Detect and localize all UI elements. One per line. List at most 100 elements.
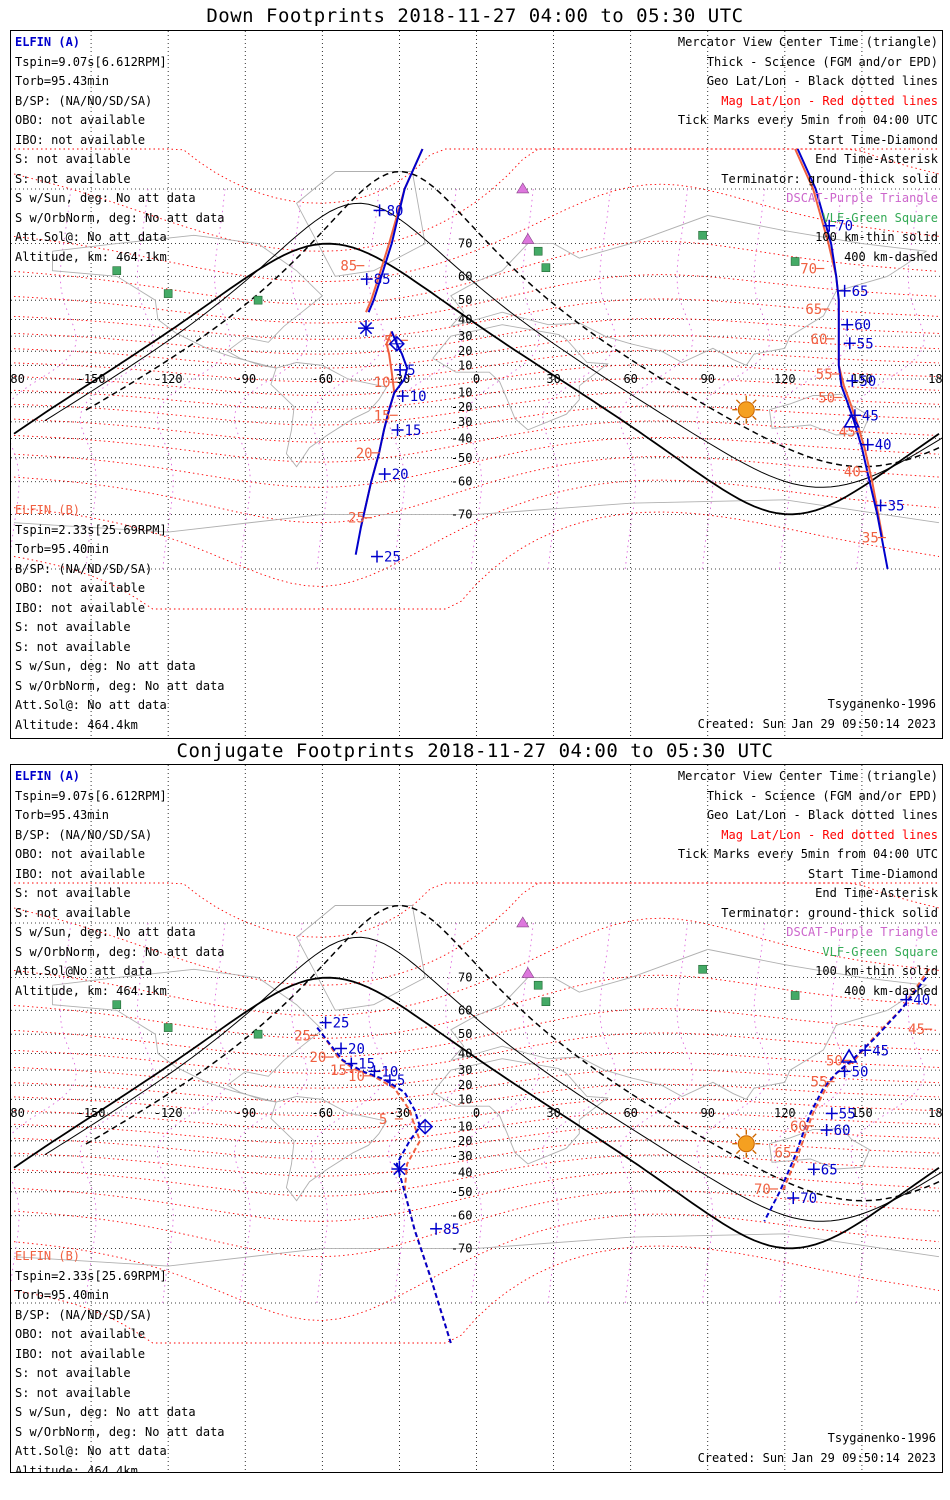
sun-icon [737,1135,755,1153]
lon-tick-label: 30 [546,1106,560,1120]
elfin-b-line: S w/Sun, deg: No att data [15,1405,196,1419]
track-time-label: 40 [875,438,892,454]
lon-tick-label: -150 [77,372,106,386]
mag-lat-line [13,349,940,383]
track-time-label: 15 [405,423,422,439]
panel-title-down: Down Footprints 2018-11-27 04:00 to 05:3… [206,5,744,27]
mag-lon-line [619,922,694,1304]
legend-entry: 400 km-dashed [844,249,938,264]
continent-outline [52,234,323,369]
elfin-b-info: ELFIN (B) Tspin=2.33s[25.69RPM] Torb=95.… [15,1247,225,1472]
lon-tick-label: 180 [11,372,25,386]
mag-time-label: 55 [816,367,833,383]
elfin-a-line: S w/OrbNorm, deg: No att data [15,210,225,225]
sun-ray [752,1149,757,1155]
elfin-a-line: Torb=95.43min [15,808,109,822]
mag-lon-line [850,922,925,1304]
track-time-label: 65 [821,1162,838,1178]
mag-time-label: 70 [800,262,817,278]
dscat-triangle [516,916,530,928]
continent-outline [270,1096,388,1202]
vlf-square [533,246,543,256]
lat-tick-label: 60 [458,1003,472,1017]
lon-tick-label: -90 [234,1106,256,1120]
terminator-ground [13,976,940,1250]
vlf-square [163,289,173,298]
lat-tick-label: -20 [451,1134,473,1148]
legend-entry: Tick Marks every 5min from 04:00 UTC [677,847,938,861]
lon-tick-label: 60 [623,1106,637,1120]
elfin-a-line: Tspin=9.07s[6.612RPM] [15,788,167,803]
track-geo-c [796,148,889,570]
track-time-label: 20 [348,1041,365,1057]
track-time-label: 70 [800,1191,817,1207]
elfin-b-line: S w/OrbNorm, deg: No att data [15,678,225,693]
mag-lat-line [13,377,940,411]
track-time-label: 45 [862,408,879,424]
lat-tick-label: 50 [458,1027,472,1041]
vlf-square [533,980,543,990]
legend-entry: Mag Lat/Lon - Red dotted lines [721,93,938,108]
mag-lat-line [13,1051,940,1089]
vlf-square [698,230,707,240]
mag-lat-line [13,1083,940,1117]
mag-time-label: 35 [862,531,879,547]
legend-entry: VLF-Green Square [822,210,938,225]
lon-tick-label: -120 [154,1106,183,1120]
lat-tick-label: -10 [451,1120,473,1134]
sun-icon [737,401,755,419]
vlf-square [253,1029,263,1039]
terminator-400km [85,904,942,1202]
track-time-label: 85 [374,272,391,288]
vlf-square [541,263,551,273]
lon-tick-label: 120 [774,1106,796,1120]
model-label: Tsyganenko-1996 [827,1431,936,1445]
lat-tick-label: 10 [458,358,472,372]
mag-time-label: 60 [811,332,828,348]
track-geo-b [354,331,409,555]
sun-ray [752,415,757,421]
legend-entry: End Time-Asterisk [815,886,938,900]
lat-tick-label: 20 [458,1078,472,1092]
elfin-b-line: Torb=95.40min [15,542,109,556]
model-label: Tsyganenko-1996 [827,697,936,711]
legend-entry: 100 km-thin solid [815,964,938,978]
elfin-a-name: ELFIN (A) [15,35,81,49]
track-time-label: 50 [859,374,876,390]
sun-ray [752,399,757,404]
legend-entry: Tick Marks every 5min from 04:00 UTC [677,113,938,127]
mag-time-label: 40 [844,464,861,480]
continent-outline [768,393,871,436]
elfin-a-line: S w/Sun, deg: No att data [15,925,196,939]
mag-time-label: 65 [805,302,822,318]
elfin-b-line: IBO: not available [15,1346,146,1361]
continent-outline [432,1058,609,1165]
elfin-a-line: S w/Sun, deg: No att data [15,191,196,205]
center-time-triangle [840,1048,858,1063]
vlf-square [163,1023,173,1032]
vlf-square [790,991,800,1000]
mag-time-label: 15 [374,408,391,424]
lat-tick-label: 20 [458,344,472,358]
legend-entry: 100 km-thin solid [815,230,938,244]
mag-lon-line [79,922,154,1304]
continent-outline [768,1127,871,1170]
end-asterisk [359,321,373,335]
mag-lon-line [156,188,231,570]
lon-tick-label: 180 [11,1106,25,1120]
mag-lat-line [13,1190,940,1258]
mag-lon-line [233,922,308,1304]
track-mag-b [359,331,396,528]
mag-time-label: 20 [356,446,373,462]
continent-outline [13,499,940,533]
track-time-label: 70 [836,219,853,235]
mag-time-label: 5 [384,333,392,349]
elfin-a-name: ELFIN (A) [15,769,81,783]
elfin-a-info: ELFIN (A) Tspin=9.07s[6.612RPM] Torb=95.… [15,767,225,1001]
lat-tick-label: -50 [451,451,473,465]
mag-lat-line [13,1032,940,1074]
legend-entry: DSCAT-Purple Triangle [786,925,938,939]
lon-tick-label: 90 [701,372,715,386]
down-map-canvas: 180 -150 -120 -90 -60 -30 0 30 60 90 120 150 180 70 60… [11,31,942,738]
mag-lat-line [13,1068,940,1103]
